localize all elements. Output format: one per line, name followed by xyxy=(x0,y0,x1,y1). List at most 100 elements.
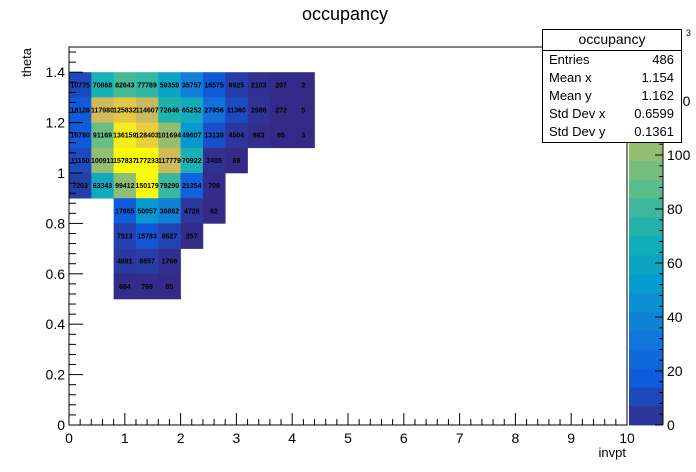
color-scale-segment xyxy=(629,292,663,312)
heatmap-cell xyxy=(247,72,271,98)
cell-label: 16575 xyxy=(204,82,224,89)
stats-label: Std Dev y xyxy=(549,124,606,139)
color-scale-segment xyxy=(629,254,663,275)
heatmap-cell xyxy=(292,97,315,123)
heatmap-cells: 10775 70868 82643 77789 59359 35757 16575 6925 2… xyxy=(69,72,315,300)
heatmap-cell xyxy=(69,97,92,123)
cell-label: 114607 xyxy=(136,108,159,115)
cell-label: 91169 xyxy=(93,133,112,140)
cell-label: 157837 xyxy=(113,158,136,165)
cell-label: 65252 xyxy=(182,108,202,115)
cell-label: 16780 xyxy=(70,133,90,140)
heatmap-cell xyxy=(202,147,226,174)
stats-row-mean-y: Mean y 1.162 xyxy=(543,87,681,105)
cell-label: 11360 xyxy=(227,108,246,115)
heatmap-cell xyxy=(158,248,181,275)
stats-row-std-y: Std Dev y 0.1361 xyxy=(543,123,681,141)
cell-label: 2405 xyxy=(206,158,222,165)
cell-label: 117779 xyxy=(158,158,181,165)
cell-label: 49607 xyxy=(182,133,202,140)
y-tick-label: 0 xyxy=(57,417,65,433)
heatmap-cell xyxy=(113,273,137,300)
stats-label: Mean y xyxy=(549,88,592,103)
cell-label: 82643 xyxy=(115,82,135,89)
y-tick-label: 0.2 xyxy=(46,367,66,383)
z-tick-label: 20 xyxy=(667,363,683,379)
heatmap-cell xyxy=(158,122,181,149)
heatmap-cell xyxy=(202,122,226,149)
cell-label: 77789 xyxy=(137,82,157,89)
y-tick-label: 1 xyxy=(57,165,65,181)
heatmap-cell xyxy=(158,147,181,174)
x-tick-label: 0 xyxy=(65,430,73,446)
cell-label: 72646 xyxy=(160,108,180,115)
cell-label: 4891 xyxy=(117,259,133,266)
heatmap-cell xyxy=(180,198,204,224)
cell-label: 79290 xyxy=(160,183,180,190)
heatmap-cell xyxy=(135,223,159,249)
cell-label: 117980 xyxy=(91,108,114,115)
cell-label: 36862 xyxy=(160,208,180,215)
heatmap-cell xyxy=(180,97,204,123)
heatmap-cell xyxy=(113,223,137,249)
heatmap-cell xyxy=(225,72,248,98)
color-scale-segment xyxy=(629,160,663,180)
stats-value: 0.6599 xyxy=(634,106,674,121)
heatmap-cell xyxy=(135,273,159,300)
color-scale-segment xyxy=(629,368,663,388)
y-axis-ticks: 0 0.2 0.4 0.6 0.8 1 1.2 1.4 xyxy=(46,51,83,433)
cell-label: 769 xyxy=(141,284,153,291)
heatmap-cell xyxy=(292,122,315,149)
heatmap-cell xyxy=(292,72,315,98)
stats-value: 1.154 xyxy=(641,70,674,85)
z-tick-label: 40 xyxy=(667,309,683,325)
x-tick-label: 8 xyxy=(512,430,520,446)
color-scale-segment xyxy=(629,198,663,218)
z-tick-label: 100 xyxy=(667,147,691,163)
heatmap-cell xyxy=(202,72,226,98)
cell-label: 128403 xyxy=(135,133,158,140)
heatmap-cell xyxy=(69,147,92,174)
x-tick-label: 3 xyxy=(233,430,241,446)
heatmap-cell xyxy=(69,173,92,199)
color-scale-segment xyxy=(629,311,663,331)
z-tick-label: 0 xyxy=(667,417,675,433)
heatmap-cell xyxy=(69,72,92,98)
z-tick-label: 80 xyxy=(667,201,683,217)
cell-label: 99412 xyxy=(115,183,135,190)
heatmap-cell xyxy=(247,122,271,149)
cell-label: 100911 xyxy=(91,158,114,165)
cell-label: 70868 xyxy=(93,82,113,89)
heatmap-cell xyxy=(202,198,226,224)
heatmap-cell xyxy=(91,97,114,123)
y-tick-label: 0.6 xyxy=(46,266,66,282)
cell-label: 11150 xyxy=(71,158,90,165)
x-axis-ticks: 0 1 2 3 4 5 6 7 8 9 10 xyxy=(65,413,635,446)
cell-label: 59359 xyxy=(160,82,180,89)
cell-label: 62 xyxy=(210,208,218,215)
cell-label: 17865 xyxy=(115,208,135,215)
color-scale-segment xyxy=(629,273,663,294)
heatmap-cell xyxy=(135,248,159,275)
y-tick-label: 0.4 xyxy=(46,316,66,332)
heatmap-cell xyxy=(158,198,181,224)
cell-label: 709 xyxy=(208,183,220,190)
stats-box: occupancy Entries 486 Mean x 1.154 Mean … xyxy=(542,29,682,143)
heatmap-cell xyxy=(269,122,293,149)
heatmap-cell xyxy=(180,223,204,249)
x-tick-label: 9 xyxy=(567,430,575,446)
color-scale-segment xyxy=(629,330,663,350)
stats-row-mean-x: Mean x 1.154 xyxy=(543,69,681,87)
cell-label: 150179 xyxy=(135,183,158,190)
cell-label: 7203 xyxy=(72,183,88,190)
cell-label: 27956 xyxy=(204,108,224,115)
y-tick-label: 1.4 xyxy=(46,64,66,80)
z-tick-label: 60 xyxy=(667,255,683,271)
cell-label: 136159 xyxy=(113,133,136,140)
x-tick-label: 4 xyxy=(288,430,296,446)
cell-label: 63343 xyxy=(93,183,113,190)
cell-label: 207 xyxy=(275,82,287,89)
cell-label: 1766 xyxy=(162,259,178,266)
heatmap-cell xyxy=(202,173,226,199)
x-axis-label: invpt xyxy=(599,445,627,460)
